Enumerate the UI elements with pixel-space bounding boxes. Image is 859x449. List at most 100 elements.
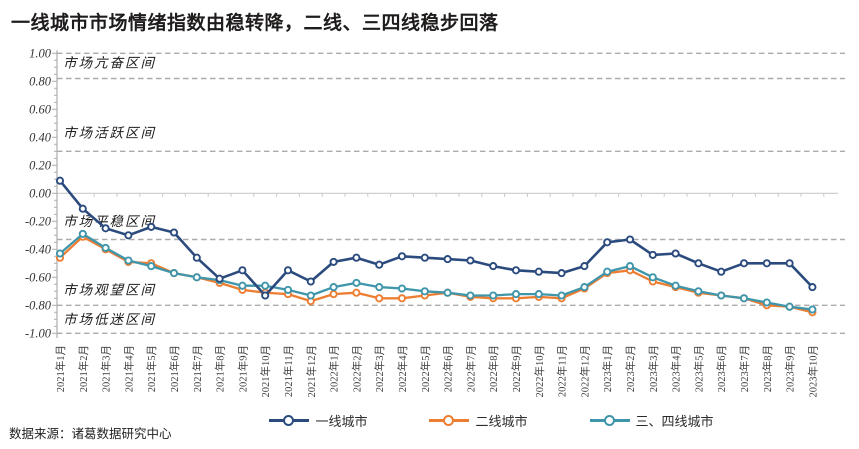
- data-point-marker: [55, 249, 65, 258]
- legend-label-tier34: 三、四线城市: [635, 413, 714, 429]
- data-point-marker: [101, 224, 110, 233]
- data-point-marker: [466, 256, 475, 265]
- data-point-marker: [671, 281, 680, 290]
- x-tick-label: 2021年1月: [54, 345, 67, 392]
- data-point-marker: [78, 204, 87, 213]
- data-point-marker: [739, 259, 749, 268]
- y-tick-label: 0.00: [29, 187, 52, 201]
- y-tick-label: -0.80: [25, 299, 52, 313]
- x-tick-label: 2021年10月: [259, 345, 272, 398]
- data-point-marker: [192, 253, 201, 262]
- x-tick-label: 2022年8月: [487, 345, 500, 392]
- y-tick-label: 0.40: [29, 131, 52, 145]
- chart-title: 一线城市市场情绪指数由稳转降，二线、三四线稳步回落: [11, 13, 499, 34]
- data-point-marker: [420, 287, 429, 296]
- data-point-marker: [238, 281, 247, 290]
- data-point-marker: [169, 269, 179, 278]
- zone-label: 市场活跃区间: [63, 126, 156, 141]
- data-point-marker: [124, 231, 133, 240]
- data-point-marker: [238, 266, 247, 275]
- data-point-marker: [489, 291, 498, 300]
- data-point-marker: [717, 291, 726, 300]
- data-point-marker: [625, 262, 635, 271]
- x-tick-label: 2023年6月: [715, 345, 728, 392]
- data-point-marker: [101, 243, 110, 252]
- data-point-marker: [352, 253, 361, 262]
- x-tick-label: 2022年12月: [578, 345, 591, 398]
- data-point-marker: [534, 267, 543, 276]
- data-point-marker: [329, 257, 338, 266]
- data-point-marker: [352, 278, 361, 287]
- data-point-marker: [694, 287, 703, 296]
- data-point-marker: [603, 238, 612, 247]
- data-point-marker: [261, 291, 270, 300]
- x-tick-label: 2022年9月: [510, 345, 523, 392]
- data-point-marker: [671, 249, 680, 258]
- x-tick-label: 2023年9月: [784, 345, 797, 392]
- data-point-marker: [261, 281, 270, 290]
- data-point-marker: [603, 267, 612, 276]
- tier1-line-marker-icon: [269, 414, 310, 426]
- x-tick-label: 2021年5月: [145, 345, 158, 392]
- data-point-marker: [397, 294, 407, 303]
- chart-legend: 一线城市 二线城市 三、四线城市: [62, 411, 859, 429]
- data-point-marker: [511, 266, 521, 275]
- data-point-marker: [557, 291, 566, 300]
- zone-label: 市场低迷区间: [63, 312, 156, 327]
- x-tick-label: 2022年1月: [328, 345, 341, 392]
- y-tick-label: 0.60: [29, 103, 52, 117]
- x-tick-label: 2021年2月: [77, 345, 90, 392]
- x-tick-label: 2023年3月: [647, 345, 660, 392]
- data-point-marker: [648, 273, 657, 282]
- data-point-marker: [283, 285, 293, 294]
- legend-item-tier34: 三、四线城市: [589, 411, 714, 429]
- data-point-marker: [329, 283, 338, 292]
- y-tick-label: -0.60: [25, 271, 52, 285]
- data-point-marker: [124, 256, 133, 265]
- x-tick-label: 2023年1月: [601, 345, 614, 392]
- data-point-marker: [785, 302, 794, 311]
- legend-item-tier2: 二线城市: [429, 411, 528, 429]
- x-tick-label: 2023年7月: [738, 345, 751, 392]
- series-line-0: [58, 179, 814, 297]
- data-point-marker: [466, 291, 475, 300]
- data-point-marker: [739, 294, 749, 303]
- x-tick-label: 2022年11月: [556, 345, 569, 397]
- x-tick-label: 2022年2月: [350, 345, 363, 392]
- x-tick-label: 2023年4月: [670, 345, 683, 392]
- zone-label: 市场平稳区间: [63, 214, 156, 229]
- data-point-marker: [808, 283, 817, 292]
- x-tick-label: 2021年7月: [191, 345, 204, 392]
- data-point-marker: [283, 266, 293, 275]
- x-tick-label: 2021年9月: [236, 345, 249, 392]
- x-tick-label: 2021年6月: [168, 345, 181, 392]
- data-point-marker: [762, 259, 771, 268]
- data-point-marker: [694, 259, 703, 268]
- x-tick-label: 2022年4月: [396, 345, 409, 392]
- legend-label-tier2: 二线城市: [475, 413, 528, 429]
- y-tick-label: -0.40: [25, 243, 52, 257]
- legend-label-tier1: 一线城市: [315, 413, 368, 429]
- data-point-marker: [420, 253, 429, 262]
- data-point-marker: [489, 262, 498, 271]
- x-tick-label: 2021年12月: [305, 345, 318, 398]
- x-tick-label: 2021年4月: [122, 345, 135, 392]
- data-point-marker: [375, 283, 384, 292]
- data-point-marker: [443, 255, 452, 264]
- x-tick-label: 2022年3月: [373, 345, 386, 392]
- data-point-marker: [717, 267, 726, 276]
- data-point-marker: [625, 235, 635, 244]
- zone-label: 市场亢奋区间: [63, 56, 156, 71]
- data-point-marker: [169, 228, 179, 237]
- data-point-marker: [375, 294, 384, 303]
- zone-label: 市场观望区间: [63, 282, 156, 297]
- x-tick-label: 2023年10月: [806, 345, 819, 398]
- data-point-marker: [147, 222, 156, 231]
- data-point-marker: [55, 176, 65, 185]
- x-tick-label: 2022年5月: [419, 345, 432, 392]
- data-source-note: 数据来源：诸葛数据研究中心: [9, 427, 172, 441]
- data-point-marker: [557, 269, 566, 278]
- tier2-line-marker-icon: [429, 414, 470, 426]
- data-point-marker: [147, 262, 156, 271]
